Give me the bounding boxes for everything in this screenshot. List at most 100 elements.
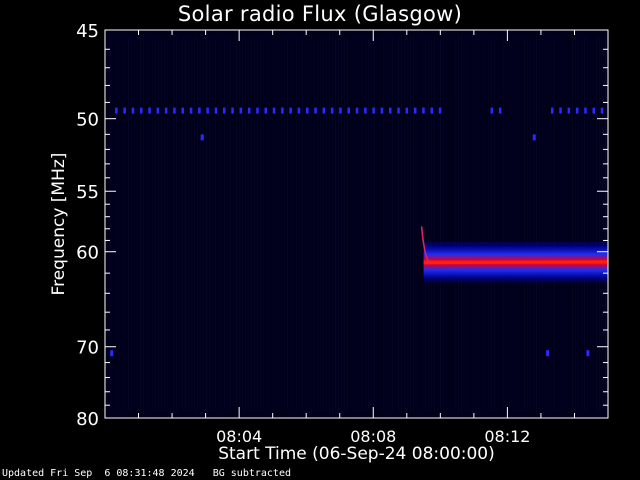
noise-stripe [212, 36, 214, 412]
noise-stripe [203, 36, 205, 412]
noise-stripe [149, 36, 151, 412]
noise-stripe [230, 36, 232, 412]
noise-stripe [179, 36, 181, 412]
noise-stripe [164, 36, 166, 412]
interference-dash [198, 107, 201, 114]
noise-stripe [137, 36, 139, 412]
interference-dash [189, 107, 193, 114]
interference-dash [364, 107, 367, 114]
noise-stripe [569, 36, 571, 412]
noise-stripe [299, 36, 301, 412]
interference-dash [551, 107, 554, 114]
interference-dash [413, 107, 417, 114]
interference-dash [430, 107, 433, 114]
interference-dash [148, 107, 151, 114]
noise-stripe [407, 36, 409, 412]
noise-stripe [326, 36, 328, 412]
noise-stripe [143, 36, 145, 412]
noise-stripe [215, 36, 217, 412]
noise-stripe [245, 36, 247, 412]
noise-stripe [131, 36, 133, 412]
noise-stripe [182, 36, 184, 412]
noise-stripe [479, 36, 481, 412]
interference-dash [115, 107, 118, 114]
interference-dash [181, 107, 184, 114]
interference-dash [490, 107, 494, 114]
noise-stripe [371, 36, 373, 412]
interference-dash [322, 107, 326, 114]
noise-stripe [239, 36, 241, 412]
interference-dash [306, 107, 309, 114]
noise-stripe [524, 36, 526, 412]
interference-dash [422, 107, 425, 114]
x-axis: 08:04 08:08 08:12 [138, 30, 575, 446]
noise-stripe [197, 36, 199, 412]
noise-stripe [515, 36, 517, 412]
noise-stripe [350, 36, 352, 412]
interference-dash [347, 107, 350, 114]
interference-dash [206, 107, 209, 114]
background-noise-stripes [107, 36, 607, 412]
noise-stripe [308, 36, 310, 412]
chart-title: Solar radio Flux (Glasgow) [177, 2, 463, 26]
noise-stripe [110, 36, 112, 412]
interference-dash [131, 107, 135, 114]
noise-stripe [422, 36, 424, 412]
noise-stripe [188, 36, 190, 412]
noise-stripe [470, 36, 472, 412]
interference-dot [546, 350, 550, 357]
noise-stripe [605, 36, 607, 412]
noise-stripe [404, 36, 406, 412]
noise-stripe [296, 36, 298, 412]
y-axis: 45 50 55 60 70 80 [76, 21, 608, 430]
noise-stripe [128, 36, 130, 412]
noise-stripe [518, 36, 520, 412]
noise-stripe [386, 36, 388, 412]
noise-stripe [263, 36, 265, 412]
noise-stripe [596, 36, 598, 412]
noise-stripe [389, 36, 391, 412]
interference-line [115, 107, 442, 114]
interference-dash [575, 107, 579, 114]
noise-stripe [116, 36, 118, 412]
noise-stripe [542, 36, 544, 412]
noise-stripe [287, 36, 289, 412]
noise-stripe [395, 36, 397, 412]
noise-stripe [434, 36, 436, 412]
noise-stripe [107, 36, 109, 412]
noise-stripe [368, 36, 370, 412]
interference-dash [123, 107, 126, 114]
noise-stripe [497, 36, 499, 412]
noise-stripe [176, 36, 178, 412]
noise-stripe [221, 36, 223, 412]
noise-stripe [185, 36, 187, 412]
noise-stripe [359, 36, 361, 412]
noise-stripe [425, 36, 427, 412]
x-axis-label: Start Time (06-Sep-24 08:00:00) [218, 444, 495, 464]
noise-stripe [254, 36, 256, 412]
x-tick-label: 08:12 [484, 427, 530, 446]
interference-dash [592, 107, 595, 114]
noise-stripe [248, 36, 250, 412]
noise-stripe [218, 36, 220, 412]
solar-burst-layer [420, 226, 609, 283]
interference-dash [173, 107, 176, 114]
noise-stripe [557, 36, 559, 412]
noise-stripe [320, 36, 322, 412]
noise-stripe [413, 36, 415, 412]
noise-stripe [473, 36, 475, 412]
interference-dash [297, 107, 301, 114]
noise-stripe [344, 36, 346, 412]
noise-stripe [266, 36, 268, 412]
interference-dash [239, 107, 243, 114]
noise-stripe [332, 36, 334, 412]
noise-stripe [539, 36, 541, 412]
noise-stripe [353, 36, 355, 412]
interference-layer [110, 107, 604, 357]
noise-stripe [284, 36, 286, 412]
noise-stripe [437, 36, 439, 412]
noise-stripe [380, 36, 382, 412]
noise-stripe [152, 36, 154, 412]
noise-stripe [161, 36, 163, 412]
noise-stripe [209, 36, 211, 412]
